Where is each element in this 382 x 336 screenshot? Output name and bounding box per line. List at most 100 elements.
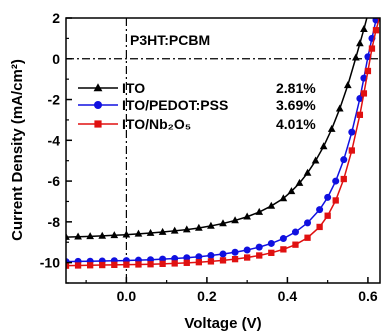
series-0 (66, 10, 372, 240)
legend-marker (93, 83, 103, 92)
data-point (335, 104, 344, 112)
data-point (74, 262, 82, 269)
chart-title: P3HT:PCBM (130, 32, 210, 48)
data-point (348, 128, 356, 136)
data-point (195, 253, 203, 261)
data-point (194, 223, 203, 231)
data-point (66, 232, 70, 240)
data-point (134, 229, 143, 237)
data-point (295, 178, 304, 186)
legend-marker (94, 120, 102, 128)
data-point (364, 67, 372, 75)
data-point (74, 232, 82, 240)
series-1 (66, 18, 380, 266)
data-point (111, 261, 118, 269)
data-point (316, 206, 324, 214)
data-point (356, 39, 364, 47)
data-point (171, 260, 178, 267)
data-point (351, 53, 360, 61)
data-point (360, 25, 368, 33)
data-point (207, 258, 215, 265)
data-point (158, 227, 167, 235)
x-axis-title: Voltage (V) (184, 315, 261, 332)
data-point (304, 219, 312, 227)
legend-efficiency: 3.69% (276, 97, 316, 113)
data-point (231, 248, 239, 256)
data-point (146, 228, 155, 236)
data-point (311, 156, 320, 164)
data-point (267, 201, 276, 209)
data-point (343, 81, 352, 89)
x-tick-label: 0.0 (117, 288, 137, 304)
data-point (86, 232, 95, 240)
data-point (303, 168, 312, 176)
series-line (66, 18, 368, 238)
data-point (159, 260, 166, 267)
data-point (147, 261, 154, 268)
data-point (340, 156, 348, 164)
data-point (110, 231, 119, 239)
data-point (332, 197, 339, 204)
data-point (243, 212, 252, 220)
x-tick-label: 0.6 (358, 288, 378, 304)
data-point (291, 228, 299, 236)
data-point (304, 234, 311, 241)
data-point (364, 10, 372, 17)
data-point (360, 90, 368, 97)
data-point (231, 216, 239, 224)
plot-frame (65, 17, 381, 284)
data-point (123, 261, 130, 268)
y-tick-label: -10 (40, 255, 60, 271)
data-point (219, 219, 227, 227)
x-tick-label: 0.4 (278, 288, 298, 304)
data-point (324, 212, 331, 219)
data-point (195, 259, 202, 266)
data-point (327, 124, 336, 132)
data-point (183, 254, 191, 262)
data-point (66, 262, 70, 269)
series-2 (66, 18, 380, 269)
data-point (256, 252, 263, 259)
y-tick-label: -4 (48, 132, 61, 148)
data-point (340, 175, 347, 183)
data-point (135, 261, 142, 268)
data-point (170, 226, 179, 234)
data-point (287, 187, 296, 195)
data-point (356, 111, 364, 118)
data-point (279, 235, 287, 243)
data-point (255, 207, 264, 215)
data-point (98, 231, 107, 239)
data-point (372, 27, 380, 34)
data-point (231, 256, 239, 263)
data-point (368, 45, 376, 52)
series-line (66, 18, 380, 267)
data-point (99, 261, 106, 269)
y-tick-label: -8 (48, 214, 61, 230)
data-point (122, 230, 131, 238)
data-point (280, 246, 287, 253)
legend-label: ITO/Nb₂O₅ (122, 116, 191, 132)
y-axis-title: Current Density (mA/cm²) (9, 59, 26, 241)
y-tick-label: 0 (52, 51, 60, 67)
data-point (182, 225, 191, 233)
data-point (219, 250, 227, 258)
data-point (292, 241, 299, 248)
data-point (324, 193, 332, 201)
data-point (356, 95, 364, 103)
y-tick-label: -6 (48, 173, 61, 189)
x-tick-label: 0.2 (197, 288, 217, 304)
legend-marker (94, 101, 102, 109)
data-point (244, 254, 251, 261)
y-tick-label: 2 (52, 10, 60, 26)
data-point (183, 259, 190, 266)
data-point (255, 243, 263, 251)
data-point (267, 239, 275, 247)
data-point (207, 221, 215, 229)
data-point (279, 194, 288, 202)
legend-efficiency: 2.81% (276, 80, 316, 96)
data-point (87, 262, 94, 269)
axes-layer: 2 0 -2 -4 -6 -8 -10 0.0 0.2 0.4 0.6 (40, 10, 378, 304)
data-point (243, 246, 251, 254)
